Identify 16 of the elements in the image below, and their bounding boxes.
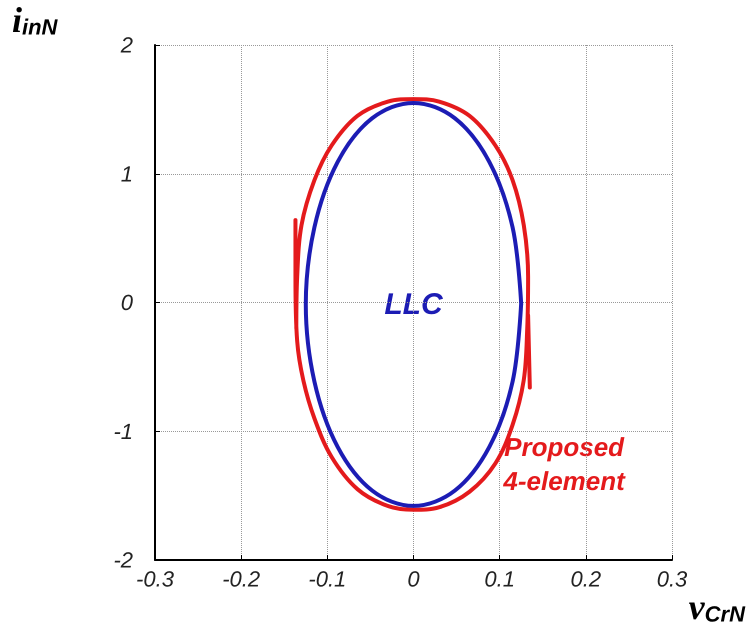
x-axis-title: vCrN <box>688 587 746 627</box>
y-tick-label: -1 <box>113 418 133 444</box>
y-tick-label: 1 <box>120 161 133 186</box>
x-tick-label: 0.1 <box>484 566 515 592</box>
y-tick-label: 0 <box>120 290 134 315</box>
series-label: Proposed 4-element <box>502 432 626 496</box>
x-tick-label: 0 <box>407 566 420 592</box>
y-tick-label: 2 <box>120 32 133 58</box>
text: LLC <box>384 288 444 321</box>
x-tick-label: -0.1 <box>308 566 346 592</box>
y-axis-title: iinN <box>12 0 59 40</box>
x-tick-label: -0.3 <box>136 566 175 592</box>
x-tick-label: 0.2 <box>570 566 602 592</box>
x-tick-label: 0.3 <box>656 566 688 592</box>
x-tick-label: -0.2 <box>222 566 260 592</box>
y-tick-label: -2 <box>113 548 133 572</box>
